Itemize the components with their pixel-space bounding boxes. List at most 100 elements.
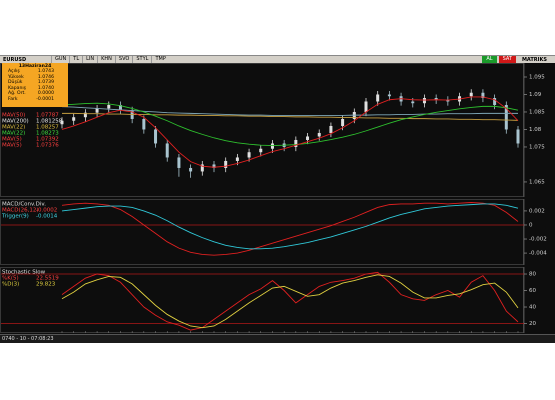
candle-body [247, 152, 251, 158]
legend-value: 1.07376 [36, 143, 59, 149]
legend-name: %D(3) [2, 282, 19, 288]
legend-name: MACD(26,12) [2, 208, 39, 214]
y-tick-label: 1.085 [529, 109, 545, 115]
legend-name: MAV(22) [2, 131, 25, 137]
toolbar-button[interactable]: SVO [114, 56, 132, 63]
candle-body [154, 129, 158, 144]
info-value: -0.0001 [36, 96, 54, 102]
info-row: Fark -0.0001 [4, 97, 66, 103]
candle-body [72, 117, 76, 121]
toolbar-button[interactable]: KHN [97, 56, 115, 63]
panel-border [0, 267, 524, 333]
toolbar: EURUSD GUN TL LIN KHN SVO STYL TMP AL SAT MATR… [0, 55, 555, 63]
info-value: 1.0740 [37, 85, 54, 91]
chart-area: 1.095 1.09 1.085 1.08 1.075 1.065 MAV(50) 1.077… [0, 63, 555, 334]
info-box: 13Haziran24 Açılış 1.0743 Yüksek 1.0746 Düşü… [2, 63, 68, 107]
symbol[interactable]: EURUSD [3, 56, 27, 63]
candle-body [270, 143, 274, 149]
info-label: Düşük [8, 80, 23, 86]
indicator-line [61, 203, 519, 250]
candle-body [200, 164, 204, 172]
candle-body [95, 108, 99, 113]
y-tick-label: -0.004 [529, 251, 547, 257]
indicator-line [61, 96, 519, 168]
y-tick-label: 1.095 [529, 74, 545, 80]
candle-body [165, 143, 169, 158]
candle-body [493, 97, 497, 105]
candle-body [341, 118, 345, 126]
candle-body [107, 104, 111, 109]
sell-button[interactable]: SAT [498, 56, 516, 63]
toolbar-button[interactable]: TL [69, 56, 82, 63]
info-row: Açılış 1.0743 [4, 69, 66, 75]
legend-name: Trigger(9) [1, 214, 29, 220]
legend-value: 1.07787 [36, 113, 59, 119]
candle-body [469, 92, 473, 97]
y-tick-label: 80 [529, 272, 536, 278]
y-tick-label: 1.065 [529, 179, 545, 185]
button-group: GUN TL LIN KHN SVO STYL TMP [51, 56, 169, 63]
info-value: 0.0000 [37, 91, 54, 97]
indicator-line [61, 102, 519, 147]
candle-body [446, 99, 450, 102]
y-tick-label: 1.075 [529, 144, 545, 150]
info-value: 1.0746 [37, 74, 54, 80]
y-tick-label: 20 [529, 321, 536, 327]
candle-body [294, 139, 298, 147]
panel-border [0, 63, 524, 197]
y-tick-label: 1.09 [529, 92, 542, 98]
candle-body [434, 97, 438, 100]
legend-value: 1.081258 [36, 119, 63, 125]
candle-body [212, 164, 216, 168]
y-tick-label: 1.08 [529, 127, 542, 133]
indicator-line [61, 106, 518, 116]
candle-body [481, 92, 485, 98]
info-value: 1.0739 [37, 80, 54, 86]
info-row: Düşük 1.0739 [4, 80, 66, 86]
candle-body [376, 94, 380, 102]
candle-body [411, 101, 415, 104]
candle-body [224, 160, 228, 168]
y-tick-label: 0 [529, 222, 533, 228]
legend-name: MAV(200) [2, 119, 29, 125]
legend-value: 22.5519 [36, 276, 59, 282]
info-value: 1.0743 [37, 69, 54, 74]
indicator-line [61, 202, 519, 256]
candle-body [387, 94, 391, 97]
info-row: Kapanış 1.0740 [4, 86, 66, 92]
y-tick-label: 40 [529, 305, 536, 311]
legend-value: 1.07392 [36, 137, 59, 143]
legend-name: MAV(5) [2, 137, 22, 143]
candle-body [83, 112, 87, 118]
candle-body [317, 132, 321, 137]
candle-body [118, 104, 122, 111]
panel-title: Stochastic Slow [2, 270, 46, 276]
candle-body [364, 101, 368, 112]
candle-body [60, 120, 64, 125]
y-tick-label: -0.002 [529, 237, 547, 243]
y-tick-label: 0.002 [529, 208, 545, 214]
legend-value: 1.08273 [36, 131, 59, 137]
legend-name: MAV(22) [2, 125, 25, 131]
toolbar-button[interactable]: STYL [132, 56, 151, 63]
info-row: Yüksek 1.0746 [4, 75, 66, 81]
status-bar: 0740 - 10 - 07:08:23 [0, 334, 555, 343]
toolbar-button[interactable]: TMP [151, 56, 168, 63]
candle-body [422, 97, 426, 104]
panel-title: MACD/Conv.Div. [2, 202, 46, 208]
candle-body [329, 125, 333, 133]
candle-body [235, 157, 239, 161]
candle-body [306, 136, 310, 140]
candle-body [142, 118, 146, 130]
legend-name: MAV(50) [2, 113, 25, 119]
info-label: Fark [8, 96, 18, 102]
buy-button[interactable]: AL [482, 56, 497, 63]
candle-body [516, 129, 520, 144]
legend-value: -0.0002 [36, 208, 57, 214]
candle-body [177, 157, 181, 168]
panel-border [0, 199, 524, 265]
toolbar-button[interactable]: GUN [51, 56, 69, 63]
y-tick-label: 60 [529, 288, 536, 294]
toolbar-button[interactable]: LIN [82, 56, 97, 63]
